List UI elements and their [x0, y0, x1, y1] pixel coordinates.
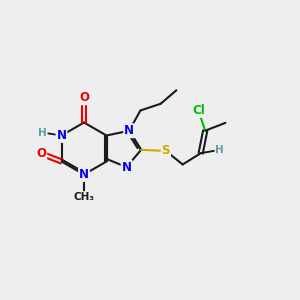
Text: CH₃: CH₃ — [74, 192, 94, 202]
Text: S: S — [162, 145, 170, 158]
Text: O: O — [79, 91, 89, 104]
Text: Cl: Cl — [192, 104, 205, 117]
Text: H: H — [215, 145, 224, 155]
Text: O: O — [36, 147, 46, 160]
Text: H: H — [38, 128, 47, 137]
Text: N: N — [56, 129, 67, 142]
Text: N: N — [79, 168, 89, 181]
Text: N: N — [124, 124, 134, 137]
Text: N: N — [122, 160, 132, 174]
